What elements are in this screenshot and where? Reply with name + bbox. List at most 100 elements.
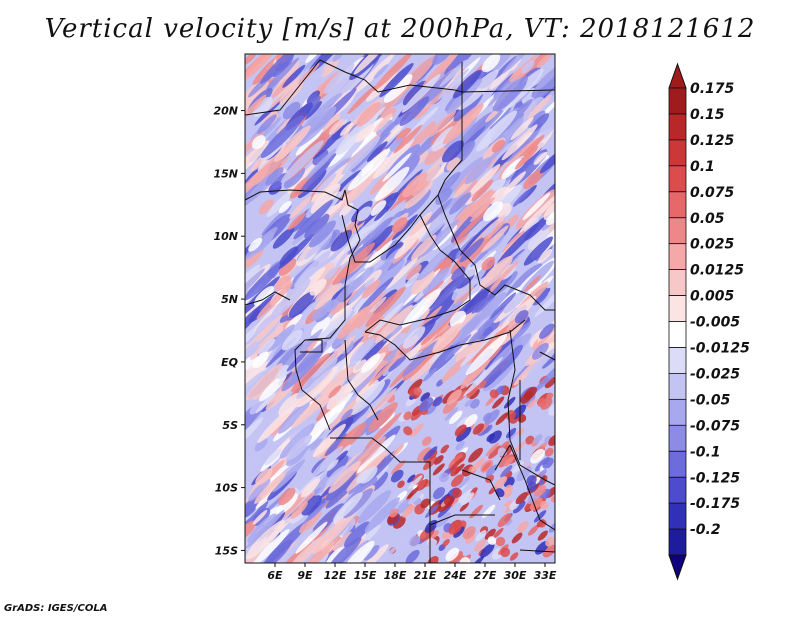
field-cell: [382, 152, 412, 182]
field-cell: [530, 448, 545, 464]
field-cell: [449, 310, 467, 328]
field-cell: [402, 340, 439, 377]
field-cell: [539, 520, 547, 528]
field-cell: [455, 440, 465, 451]
field-cell: [278, 490, 308, 520]
field-cell: [280, 140, 324, 184]
field-cell: [286, 536, 323, 563]
field-cell: [464, 259, 483, 278]
field-cell: [545, 536, 555, 547]
field-cell: [456, 416, 468, 428]
field-cell: [326, 363, 356, 393]
field-cell: [424, 539, 438, 553]
field-cell: [402, 172, 428, 198]
field-cell: [245, 415, 255, 433]
field-cell: [348, 277, 375, 305]
field-cell: [373, 64, 389, 79]
field-cell: [459, 556, 471, 563]
field-cell: [374, 305, 413, 344]
field-cell: [383, 74, 413, 103]
field-cell: [399, 162, 425, 187]
field-cell: [429, 110, 457, 138]
field-cell: [443, 495, 454, 506]
field-cell: [391, 460, 406, 475]
field-cell: [276, 493, 298, 515]
field-cell: [475, 530, 487, 542]
colorbar-level-label: 0.1: [690, 159, 715, 175]
field-cell: [440, 444, 450, 454]
field-cell: [489, 68, 511, 90]
colorbar-level-label: -0.1: [690, 444, 721, 460]
field-cell: [545, 392, 554, 400]
field-cell: [432, 463, 445, 476]
field-cell: [320, 112, 341, 133]
field-cell: [425, 300, 463, 338]
field-cell: [299, 300, 319, 320]
field-cell: [356, 206, 372, 222]
field-cell: [312, 511, 355, 554]
map-plot-area: [245, 54, 555, 563]
field-cell: [511, 532, 523, 544]
field-cell: [482, 462, 492, 471]
field-cell: [500, 465, 513, 478]
field-cell: [374, 205, 390, 222]
field-cell: [542, 457, 554, 469]
field-cell: [352, 413, 368, 429]
field-cell: [413, 387, 422, 396]
field-cell: [544, 376, 555, 389]
field-cell: [445, 547, 460, 562]
field-cell: [422, 367, 437, 382]
field-cell: [245, 164, 271, 201]
field-cell: [533, 510, 547, 523]
field-cell: [368, 402, 398, 432]
field-cell: [545, 210, 555, 226]
field-cell: [441, 357, 467, 383]
field-cell: [407, 474, 416, 483]
colorbar-level-label: 0.175: [690, 81, 735, 97]
field-cell: [462, 526, 476, 540]
field-cell: [464, 156, 493, 185]
field-cell: [439, 59, 467, 87]
field-cell: [480, 255, 513, 289]
field-cell: [467, 328, 485, 346]
field-cell: [503, 456, 515, 467]
colorbar-swatch: [668, 295, 687, 322]
field-cell: [503, 287, 530, 314]
field-cell: [379, 62, 414, 98]
field-cell: [411, 234, 437, 260]
field-cell: [356, 434, 396, 474]
field-cell: [295, 521, 328, 554]
field-cell: [259, 373, 287, 402]
field-cell: [324, 266, 338, 280]
field-cell: [469, 388, 480, 400]
country-borders: [245, 59, 555, 563]
field-cell: [270, 278, 311, 319]
field-cell: [468, 164, 501, 196]
colorbar-level-label: -0.2: [690, 522, 721, 538]
field-cell: [277, 401, 310, 434]
lon-tick-label: 15E: [354, 569, 377, 582]
field-cell: [308, 220, 336, 248]
field-cell: [423, 446, 438, 461]
field-cell: [479, 344, 523, 388]
field-cell: [483, 201, 503, 222]
field-cell: [278, 258, 297, 276]
field-cell: [246, 428, 266, 448]
field-cell: [468, 447, 483, 463]
field-cell: [448, 521, 462, 535]
field-cell: [247, 513, 277, 543]
field-cell: [470, 325, 509, 364]
field-cell: [462, 288, 490, 316]
field-cell: [282, 64, 306, 88]
colorbar-swatch: [668, 165, 687, 193]
field-cell: [347, 85, 376, 115]
colorbar-swatch: [668, 269, 687, 296]
field-cell: [252, 509, 268, 525]
field-cell: [403, 411, 412, 420]
field-cell: [304, 230, 334, 260]
field-cell: [266, 189, 294, 217]
field-cell: [296, 357, 338, 399]
colorbar-swatch: [668, 476, 687, 504]
field-cell: [396, 499, 412, 514]
field-cell: [350, 380, 386, 415]
